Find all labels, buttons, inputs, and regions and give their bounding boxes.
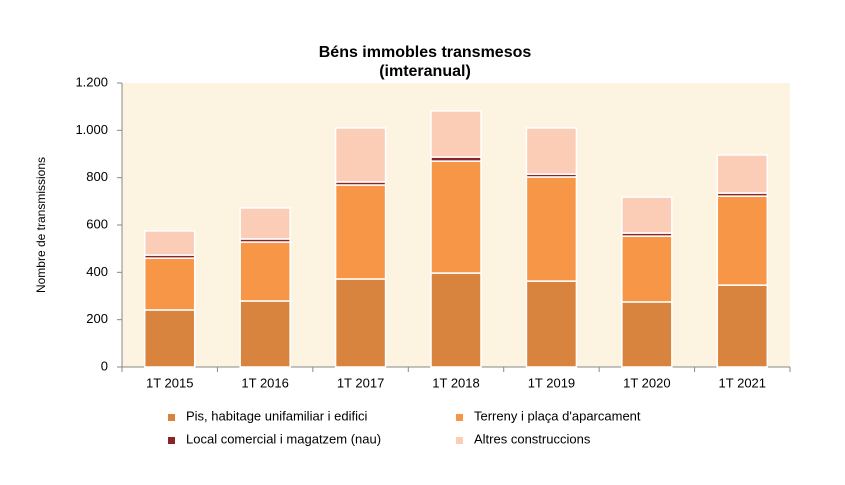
legend-label: Pis, habitage unifamiliar i edifici xyxy=(186,408,367,423)
legend-label: Altres construccions xyxy=(474,431,591,446)
bar-segment xyxy=(525,176,578,282)
x-tick-label: 1T 2019 xyxy=(528,375,575,390)
bar-segment xyxy=(239,300,291,368)
legend-swatch xyxy=(168,414,175,421)
bar-segment xyxy=(525,127,578,175)
bar-segment xyxy=(334,278,387,368)
bar-segment xyxy=(621,301,673,368)
y-tick-label: 1.200 xyxy=(75,74,108,89)
bar-segment xyxy=(239,241,291,302)
chart-title: Béns immobles transmesos xyxy=(319,44,532,61)
x-tick-label: 1T 2015 xyxy=(146,375,193,390)
bar-segment xyxy=(621,196,673,234)
bar-segment xyxy=(525,280,578,368)
bar-segment xyxy=(239,207,291,240)
bar-segment xyxy=(143,257,196,311)
x-tick-label: 1T 2017 xyxy=(337,375,384,390)
bar-segment xyxy=(716,154,769,194)
chart-subtitle: (imteranual) xyxy=(379,63,471,80)
y-tick-label: 800 xyxy=(86,169,108,184)
legend-swatch xyxy=(456,437,463,444)
legend-swatch xyxy=(456,414,463,421)
bar-segment xyxy=(430,160,482,274)
y-tick-label: 600 xyxy=(86,216,108,231)
x-tick-label: 1T 2021 xyxy=(719,375,766,390)
bar-segment xyxy=(621,235,673,303)
legend-swatch xyxy=(168,437,175,444)
y-axis-label: Nombre de transmissions xyxy=(34,157,48,293)
y-tick-label: 0 xyxy=(101,358,108,373)
x-tick-label: 1T 2020 xyxy=(623,375,670,390)
legend-label: Terreny i plaça d'aparcament xyxy=(474,408,641,423)
bar-segment xyxy=(430,110,482,158)
x-tick-label: 1T 2016 xyxy=(241,375,288,390)
y-tick-label: 400 xyxy=(86,264,108,279)
bar-segment xyxy=(334,127,387,183)
bar-segment xyxy=(716,195,769,286)
legend-label: Local comercial i magatzem (nau) xyxy=(186,431,381,446)
y-tick-label: 200 xyxy=(86,311,108,326)
bar-segment xyxy=(143,309,196,368)
bar-segment xyxy=(334,184,387,280)
y-tick-label: 1.000 xyxy=(75,122,108,137)
x-tick-label: 1T 2018 xyxy=(432,375,479,390)
bar-segment xyxy=(716,284,769,368)
bar-segment xyxy=(143,230,196,256)
bar-segment xyxy=(430,272,482,368)
